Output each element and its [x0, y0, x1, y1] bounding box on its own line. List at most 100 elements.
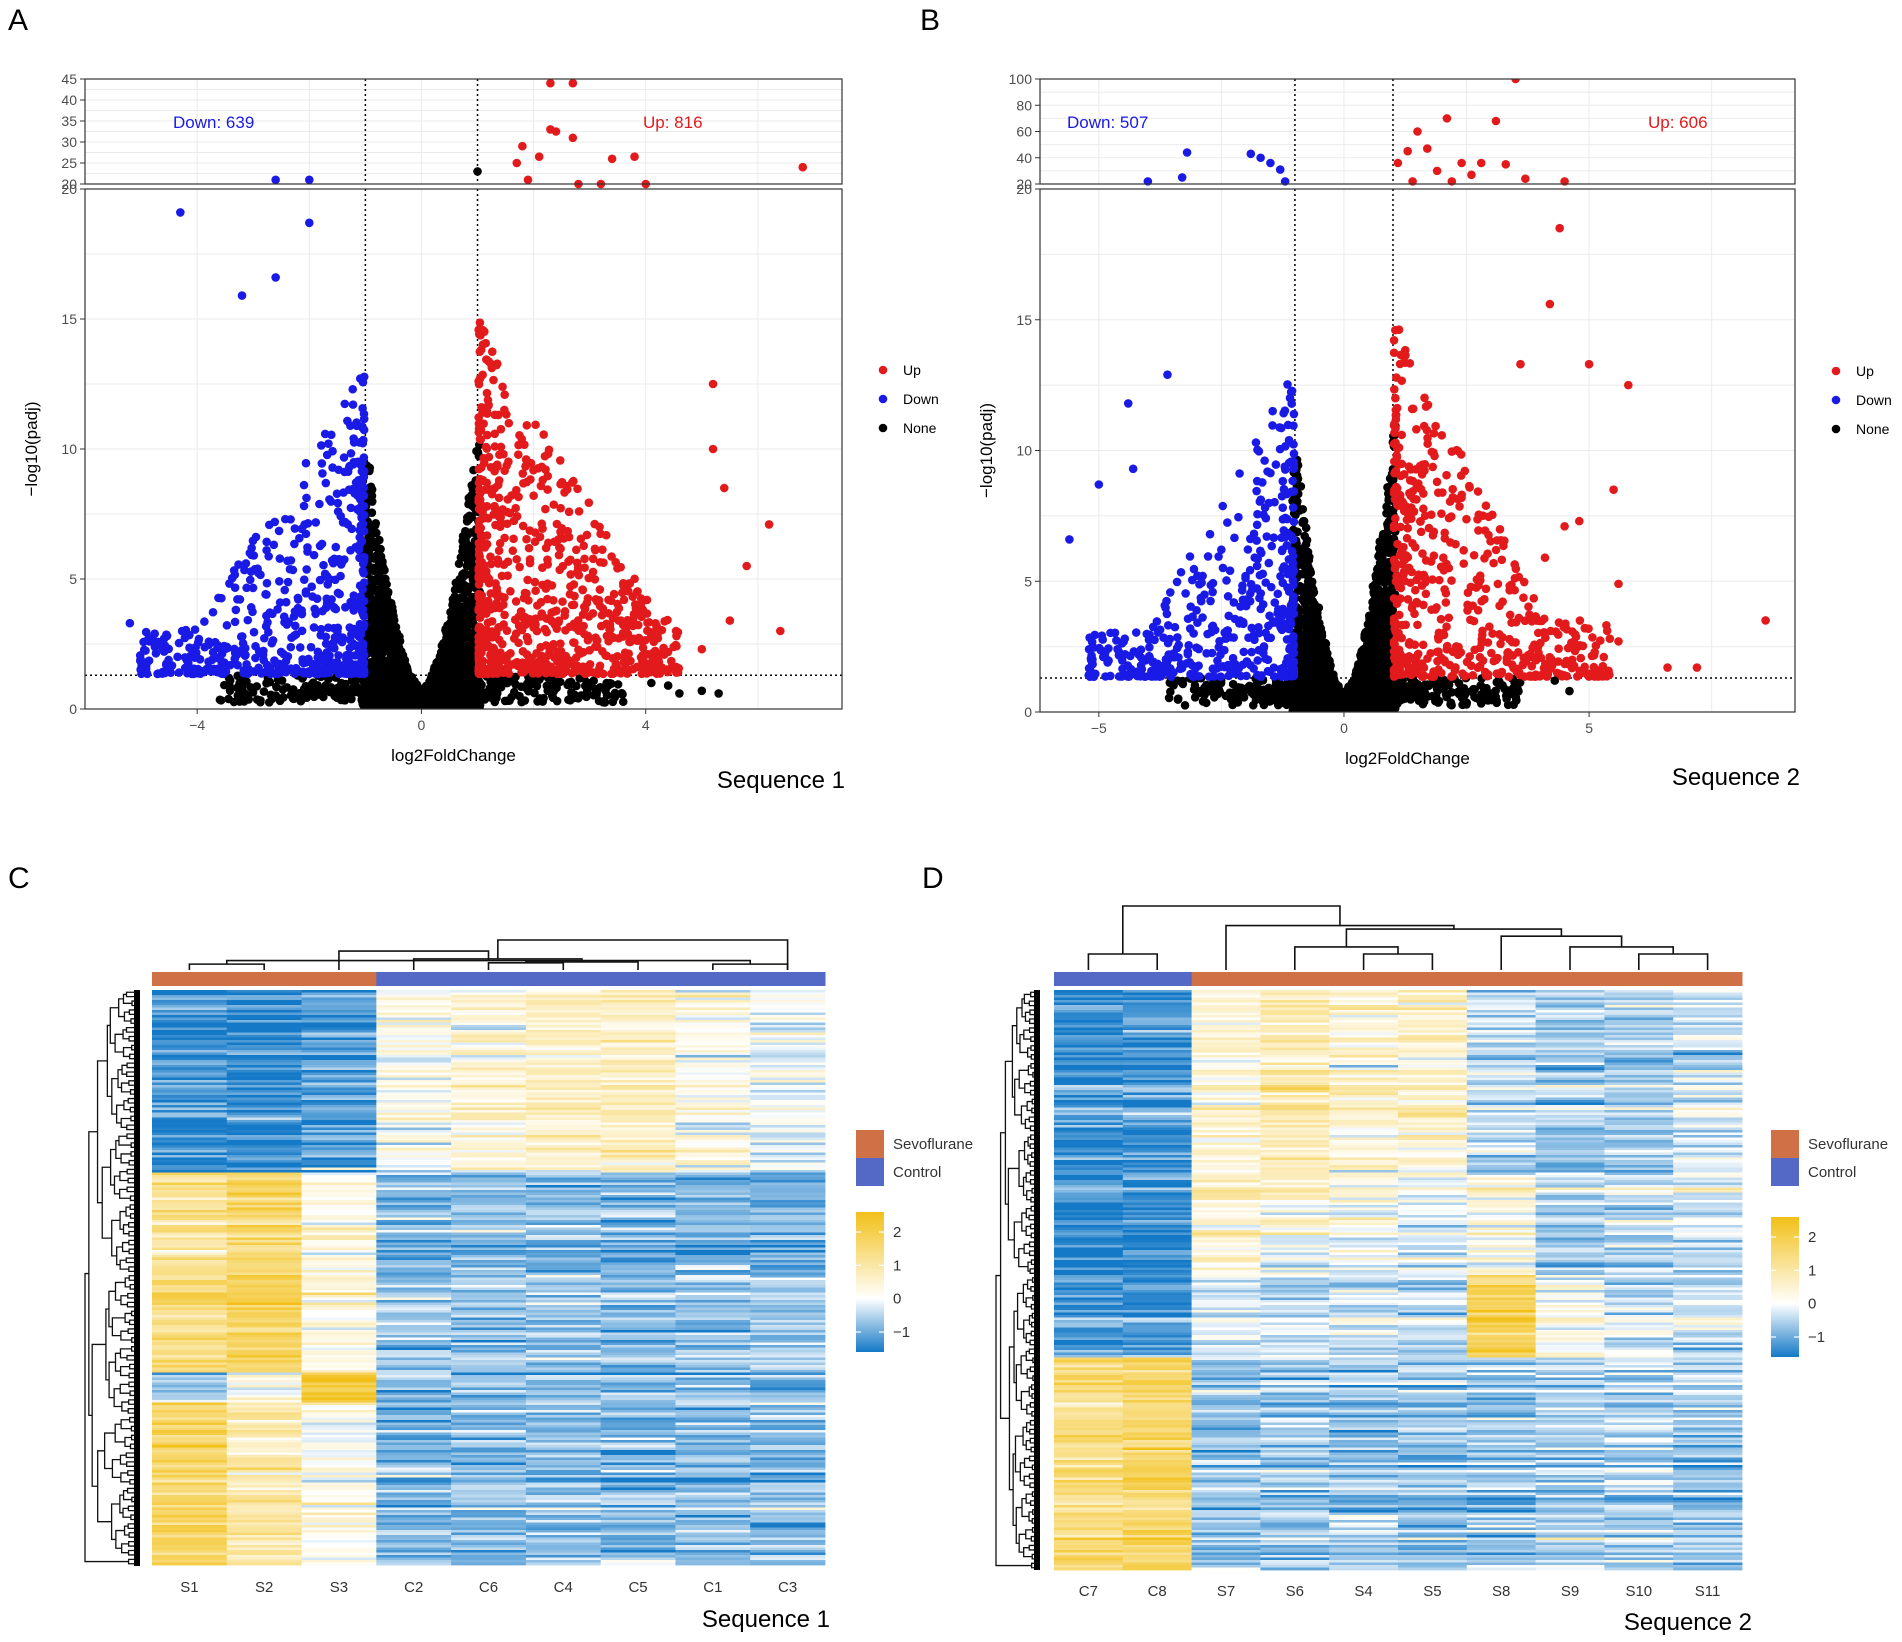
up-point	[518, 142, 527, 151]
down-point	[264, 628, 273, 637]
down-point	[214, 664, 223, 673]
down-point	[360, 467, 369, 476]
down-point	[300, 481, 309, 490]
down-point	[355, 507, 364, 516]
down-point	[175, 668, 184, 677]
none-point	[370, 649, 379, 658]
up-point	[507, 491, 516, 500]
down-point	[270, 656, 279, 665]
up-point	[504, 651, 513, 660]
down-count-label: Down: 639	[173, 113, 254, 132]
down-point	[345, 644, 354, 653]
up-point	[620, 595, 629, 604]
up-point	[483, 431, 492, 440]
down-point	[360, 426, 369, 435]
down-point	[262, 546, 271, 555]
up-point	[475, 539, 484, 548]
up-point	[580, 555, 589, 564]
down-point	[360, 553, 369, 562]
down-point	[209, 608, 218, 617]
up-point	[662, 665, 671, 674]
down-point	[315, 500, 324, 509]
none-point	[380, 614, 389, 623]
none-point	[436, 684, 445, 693]
legend-label: Up	[903, 362, 921, 378]
up-point	[531, 420, 540, 429]
up-point	[510, 517, 519, 526]
y-tick-label: 45	[61, 71, 77, 87]
down-point	[307, 643, 316, 652]
y-tick-label: 25	[61, 155, 77, 171]
none-point	[256, 698, 265, 707]
up-point	[672, 663, 681, 672]
down-point	[250, 628, 259, 637]
none-point	[443, 658, 452, 667]
down-point	[261, 668, 270, 677]
up-point	[566, 570, 575, 579]
down-point	[282, 598, 291, 607]
down-point	[324, 439, 333, 448]
up-point	[477, 558, 486, 567]
down-point	[286, 565, 295, 574]
down-point	[283, 557, 292, 566]
down-point	[164, 656, 173, 665]
down-point	[348, 385, 357, 394]
none-point	[455, 559, 464, 568]
none-point	[485, 684, 494, 693]
up-point	[596, 558, 605, 567]
down-point	[331, 543, 340, 552]
down-point	[335, 590, 344, 599]
down-point	[311, 518, 320, 527]
down-point	[280, 586, 289, 595]
y-tick-label: 10	[61, 441, 77, 457]
up-point	[546, 79, 555, 88]
down-point	[200, 617, 209, 626]
down-point	[322, 603, 331, 612]
down-point	[231, 618, 240, 627]
down-point	[276, 554, 285, 563]
none-point	[647, 679, 656, 688]
up-point	[539, 667, 548, 676]
none-point	[357, 696, 366, 705]
up-point	[726, 616, 735, 625]
down-point	[241, 644, 250, 653]
up-point	[535, 152, 544, 161]
up-point	[495, 450, 504, 459]
down-point	[344, 467, 353, 476]
none-point	[314, 690, 323, 699]
down-point	[320, 657, 329, 666]
up-point	[477, 463, 486, 472]
down-point	[312, 660, 321, 669]
down-point	[327, 643, 336, 652]
none-point	[501, 697, 510, 706]
up-point	[479, 454, 488, 463]
up-point	[573, 485, 582, 494]
up-point	[798, 163, 807, 172]
none-point	[454, 582, 463, 591]
down-point	[358, 481, 367, 490]
up-point	[474, 428, 483, 437]
down-point	[359, 623, 368, 632]
up-point	[475, 550, 484, 559]
up-point	[638, 651, 647, 660]
up-point	[555, 551, 564, 560]
none-point	[600, 697, 609, 706]
down-point	[144, 635, 153, 644]
up-point	[503, 571, 512, 580]
down-point	[263, 579, 272, 588]
down-point	[328, 556, 337, 565]
none-point	[233, 684, 242, 693]
down-point	[307, 582, 316, 591]
down-point	[145, 656, 154, 665]
up-point	[566, 582, 575, 591]
up-point	[596, 585, 605, 594]
up-point	[497, 443, 506, 452]
up-point	[624, 579, 633, 588]
up-point	[616, 669, 625, 678]
down-point	[284, 578, 293, 587]
up-point	[574, 616, 583, 625]
down-point	[300, 502, 309, 511]
none-point	[614, 680, 623, 689]
none-point	[399, 663, 408, 672]
